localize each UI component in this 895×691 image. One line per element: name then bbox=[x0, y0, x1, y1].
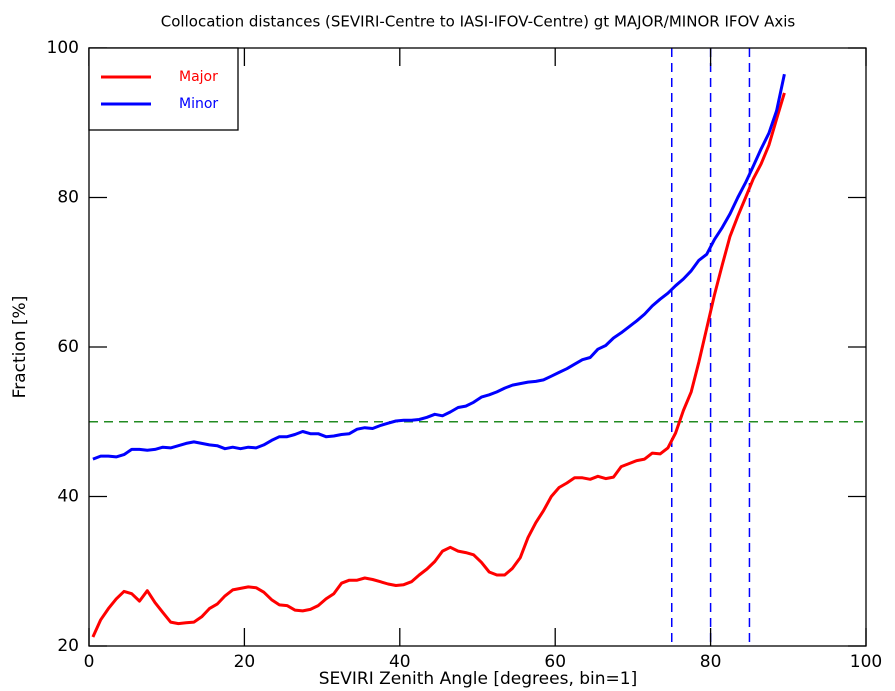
y-tick-label: 60 bbox=[57, 337, 79, 357]
legend-box bbox=[88, 47, 239, 131]
y-tick-label: 20 bbox=[57, 636, 79, 656]
plot-frame bbox=[88, 47, 867, 647]
x-tick-label: 60 bbox=[544, 652, 566, 672]
legend-label: Minor bbox=[179, 96, 218, 112]
x-tick-label: 100 bbox=[850, 652, 882, 672]
y-tick-label: 80 bbox=[57, 188, 79, 208]
y-axis-label: Fraction [%] bbox=[10, 296, 30, 399]
legend-label: Major bbox=[179, 69, 218, 85]
x-tick-label: 0 bbox=[84, 652, 95, 672]
x-tick-label: 80 bbox=[700, 652, 722, 672]
data-line bbox=[92, 73, 786, 461]
chart-title: Collocation distances (SEVIRI-Centre to … bbox=[161, 13, 796, 31]
x-tick-label: 40 bbox=[389, 652, 411, 672]
y-tick-label: 40 bbox=[57, 487, 79, 507]
data-line bbox=[91, 92, 786, 638]
x-tick-label: 20 bbox=[234, 652, 256, 672]
y-tick-label: 100 bbox=[47, 38, 79, 58]
x-axis-label: SEVIRI Zenith Angle [degrees, bin=1] bbox=[319, 669, 637, 689]
